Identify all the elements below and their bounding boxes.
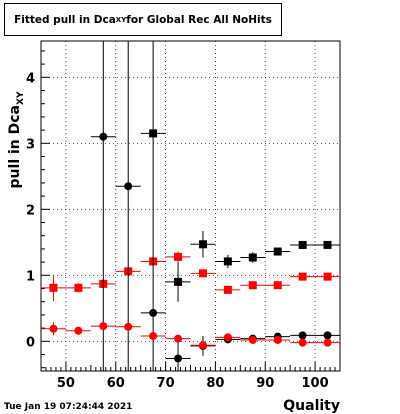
y-axis-label: pull in DcaXY <box>7 91 26 188</box>
plot-frame <box>40 40 341 372</box>
square-marker <box>298 272 307 281</box>
circle-marker <box>298 338 307 347</box>
square-marker <box>49 283 58 292</box>
square-marker <box>298 240 307 249</box>
square-marker <box>223 257 232 266</box>
timestamp: Tue Jan 19 07:24:44 2021 <box>4 402 132 412</box>
circle-marker <box>323 338 332 347</box>
circle-marker <box>124 322 133 331</box>
y-axis-label-main: pull in Dca <box>7 105 23 188</box>
x-tick-label: 60 <box>107 376 125 391</box>
circle-marker <box>74 326 83 335</box>
circle-marker <box>124 182 133 191</box>
x-tick-label: 70 <box>157 376 175 391</box>
circle-marker <box>323 331 332 340</box>
square-marker <box>198 240 207 249</box>
square-marker <box>323 272 332 281</box>
square-marker <box>174 277 183 286</box>
series-3 <box>41 322 340 350</box>
circle-marker <box>223 333 232 342</box>
circle-marker <box>273 335 282 344</box>
square-marker <box>174 252 183 261</box>
circle-marker <box>149 308 158 317</box>
y-axis-label-subscript: XY <box>16 91 26 105</box>
chart-title-suffix: for Global Rec All NoHits <box>126 13 272 26</box>
square-marker <box>198 269 207 278</box>
chart-title: Fitted pull in Dca XY for Global Rec All … <box>4 3 282 36</box>
square-marker <box>273 281 282 290</box>
square-marker <box>248 281 257 290</box>
x-tick-label: 90 <box>256 376 274 391</box>
square-marker <box>248 253 257 262</box>
circle-marker <box>174 334 183 343</box>
data-points <box>41 41 340 371</box>
chart-title-subscript: XY <box>115 15 127 24</box>
x-axis-label: Quality <box>283 398 340 414</box>
circle-marker <box>99 322 108 331</box>
x-tick-label: 50 <box>57 376 75 391</box>
x-tick-label: 80 <box>206 376 224 391</box>
y-tick-label: 0 <box>26 335 35 350</box>
chart-title-prefix: Fitted pull in Dca <box>14 13 116 26</box>
y-tick-label: 4 <box>26 71 35 86</box>
square-marker <box>223 285 232 294</box>
circle-marker <box>198 341 207 350</box>
circle-marker <box>99 132 108 141</box>
y-tick-label: 1 <box>26 269 35 284</box>
circle-marker <box>149 332 158 341</box>
circle-marker <box>174 354 183 363</box>
circle-marker <box>298 331 307 340</box>
x-tick-label: 100 <box>302 376 329 391</box>
square-marker <box>323 240 332 249</box>
y-tick-label: 3 <box>26 137 35 152</box>
y-tick-label: 2 <box>26 203 35 218</box>
square-marker <box>273 247 282 256</box>
grid <box>41 41 340 371</box>
circle-marker <box>248 335 257 344</box>
series-1 <box>41 251 340 302</box>
square-marker <box>74 283 83 292</box>
circle-marker <box>49 324 58 333</box>
series-0 <box>140 129 340 302</box>
axis-ticks: 50 60 70 80 90 100 0 1 2 3 4 <box>26 50 341 391</box>
